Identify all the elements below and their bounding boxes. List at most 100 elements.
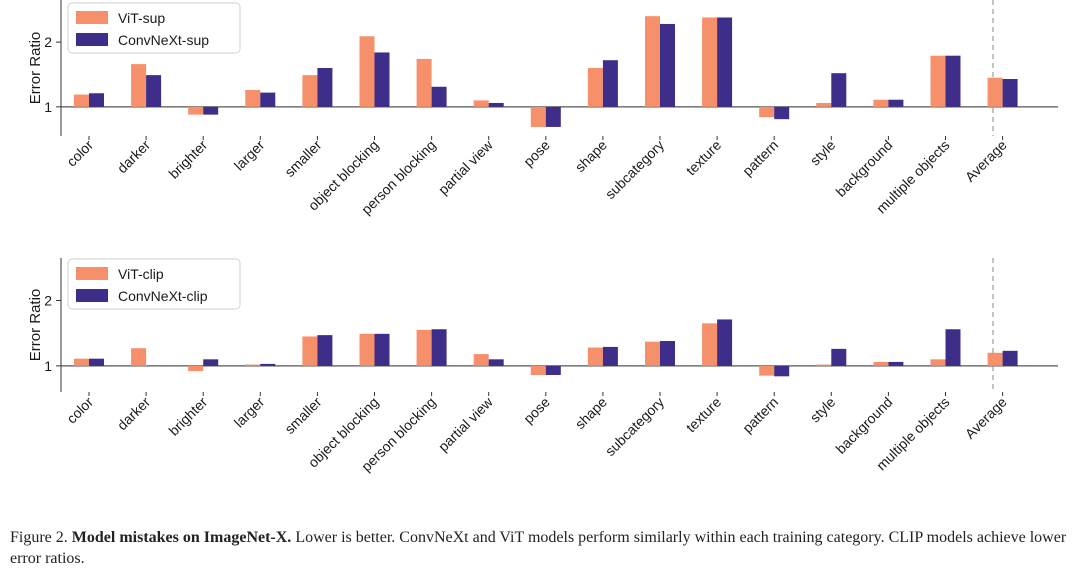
bar-vit-clip-object-blocking (359, 333, 375, 366)
legend-box (67, 258, 241, 310)
x-tick-label-style: style (807, 137, 839, 169)
x-tick-label-shape: shape (572, 137, 610, 175)
bar-convnext-clip-object-blocking (374, 333, 390, 366)
bar-convnext-clip-smaller (317, 335, 333, 366)
y-axis-label: Error Ratio (27, 289, 44, 362)
legend: ViT-sup ConvNeXt-sup (67, 2, 241, 54)
bar-vit-sup-smaller (302, 75, 318, 107)
bar-vit-clip-pose (530, 365, 546, 376)
bar-convnext-clip-texture (717, 319, 733, 366)
bar-convnext-sup-color (89, 93, 104, 107)
bar-vit-clip-multiple-objects (930, 359, 946, 366)
bar-vit-clip-darker (131, 348, 147, 366)
x-tick-label-smaller: smaller (281, 137, 324, 180)
caption-label: Figure 2. (10, 529, 68, 546)
bar-vit-sup-partial-view (473, 100, 489, 107)
bar-convnext-sup-pose (545, 106, 561, 127)
bar-vit-sup-texture (702, 17, 718, 107)
bar-vit-sup-shape (587, 68, 603, 107)
bar-vit-sup-average (987, 77, 1003, 107)
y-tick-label: 1 (44, 358, 52, 374)
y-tick-label: 2 (44, 292, 52, 308)
x-tick-label-partial-view: partial view (435, 136, 496, 197)
bar-vit-clip-partial-view (473, 354, 489, 366)
legend-swatch-vit-sup (76, 11, 108, 24)
bar-vit-clip-larger (245, 364, 261, 366)
bar-convnext-sup-smaller (317, 68, 333, 107)
bar-convnext-sup-background (888, 99, 904, 107)
y-tick-label: 2 (44, 34, 52, 50)
y-tick-label: 1 (44, 99, 52, 115)
x-tick-label-pose: pose (520, 394, 553, 427)
bar-vit-clip-brighter (188, 365, 204, 372)
bar-convnext-sup-larger (260, 92, 276, 107)
legend-label-convnext-clip: ConvNeXt-clip (118, 288, 208, 304)
legend-swatch-convnext-clip (76, 289, 108, 302)
x-tick-label-subcategory: subcategory (602, 394, 667, 459)
x-tick-label-color: color (63, 137, 96, 170)
x-tick-label-larger: larger (231, 394, 268, 431)
bar-convnext-sup-average (1002, 79, 1018, 107)
x-tick-label-partial-view: partial view (435, 393, 496, 454)
x-tick-label-texture: texture (683, 394, 725, 436)
bar-vit-clip-smaller (302, 336, 318, 366)
y-axis-label: Error Ratio (27, 32, 44, 105)
figure-caption: Figure 2. Model mistakes on ImageNet-X. … (10, 527, 1074, 569)
x-tick-label-color: color (63, 394, 96, 427)
legend-swatch-vit-clip (76, 267, 108, 280)
bar-vit-clip-texture (702, 323, 718, 366)
x-tick-label-texture: texture (683, 137, 725, 179)
legend-label-convnext-sup: ConvNeXt-sup (118, 32, 209, 48)
legend-label-vit-clip: ViT-clip (118, 266, 164, 282)
legend-box (67, 2, 241, 54)
bar-vit-clip-subcategory (645, 341, 660, 366)
bar-vit-sup-subcategory (645, 16, 660, 107)
x-tick-label-background: background (832, 394, 895, 457)
x-tick-label-shape: shape (572, 394, 610, 432)
bar-convnext-clip-partial-view (488, 359, 504, 366)
bar-vit-clip-person-blocking (416, 329, 432, 366)
x-tick-label-pose: pose (520, 137, 553, 170)
bar-vit-sup-person-blocking (416, 58, 432, 107)
bar-vit-sup-color (74, 94, 89, 107)
x-tick-label-style: style (807, 394, 839, 426)
bar-convnext-clip-multiple-objects (945, 329, 961, 366)
bar-convnext-sup-object-blocking (374, 52, 390, 107)
x-tick-label-pattern: pattern (739, 394, 781, 436)
x-tick-label-brighter: brighter (165, 137, 210, 182)
bar-convnext-sup-subcategory (660, 23, 675, 107)
x-tick-label-average: Average (962, 137, 1010, 185)
bar-convnext-clip-style (831, 348, 847, 366)
bar-vit-clip-shape (587, 347, 603, 366)
legend-swatch-convnext-sup (76, 33, 108, 46)
x-tick-label-darker: darker (114, 137, 154, 177)
bar-convnext-clip-average (1002, 350, 1018, 366)
x-tick-label-average: Average (962, 394, 1010, 442)
legend: ViT-clip ConvNeXt-clip (67, 258, 241, 310)
x-tick-label-larger: larger (231, 137, 268, 174)
bar-convnext-clip-larger (260, 363, 276, 366)
bar-vit-sup-pose (530, 106, 546, 127)
bar-convnext-clip-pattern (774, 365, 790, 377)
bar-vit-sup-style (816, 102, 832, 107)
bar-convnext-sup-multiple-objects (945, 55, 961, 107)
bar-convnext-sup-style (831, 73, 847, 107)
bar-vit-sup-brighter (188, 106, 204, 115)
x-tick-label-subcategory: subcategory (602, 137, 667, 202)
bar-convnext-clip-background (888, 361, 904, 366)
bar-vit-sup-background (873, 99, 889, 107)
bar-vit-clip-color (74, 358, 89, 366)
legend-label-vit-sup: ViT-sup (118, 10, 165, 26)
bar-convnext-clip-color (89, 358, 104, 366)
bar-convnext-sup-texture (717, 17, 733, 107)
bar-convnext-sup-person-blocking (431, 86, 447, 107)
bar-convnext-sup-shape (602, 60, 618, 107)
bar-convnext-sup-brighter (203, 106, 219, 115)
bar-convnext-clip-subcategory (660, 341, 675, 366)
bar-vit-sup-darker (131, 64, 147, 107)
bar-convnext-clip-shape (602, 346, 618, 366)
bar-vit-sup-multiple-objects (930, 55, 946, 107)
